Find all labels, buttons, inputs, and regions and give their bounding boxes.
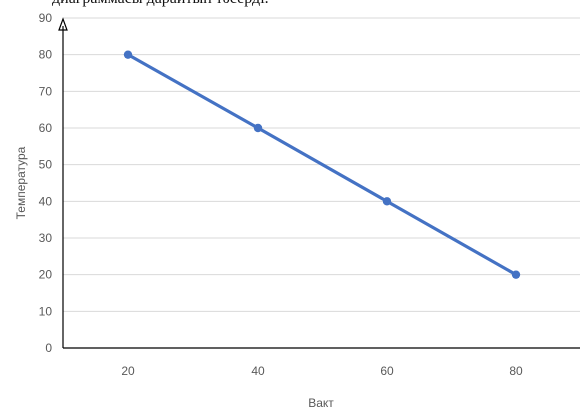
x-tick-label: 40 [251,364,265,378]
x-tick-label: 80 [509,364,523,378]
y-tick-label: 20 [39,268,53,282]
y-tick-label: 70 [39,84,53,98]
series-line [126,53,518,277]
y-tick-label: 90 [39,11,53,25]
data-point [123,50,133,59]
y-tick-label: 80 [39,48,53,62]
y-axis-arrow-icon [58,17,68,31]
gridlines [63,17,580,312]
x-axis-title: Вакт [308,396,334,410]
y-tick-label: 0 [45,341,52,355]
y-tick-label: 60 [39,121,53,135]
x-tick-label: 60 [380,364,394,378]
data-point [382,197,392,206]
x-tick-labels: 20 40 60 80 [121,364,523,378]
data-point [511,270,521,279]
x-tick-label: 20 [121,364,135,378]
y-axis-title: Температура [14,146,28,219]
data-point [253,123,263,133]
axes [58,17,580,349]
y-tick-label: 10 [39,304,53,318]
chart-caption: диаграммасы дарайтын тәсерді. [52,0,269,9]
series [123,50,521,279]
y-tick-label: 50 [39,158,53,172]
y-tick-labels: 0 10 20 30 40 50 60 70 80 90 [39,11,53,355]
y-tick-label: 30 [39,231,53,245]
y-tick-label: 40 [39,194,53,208]
